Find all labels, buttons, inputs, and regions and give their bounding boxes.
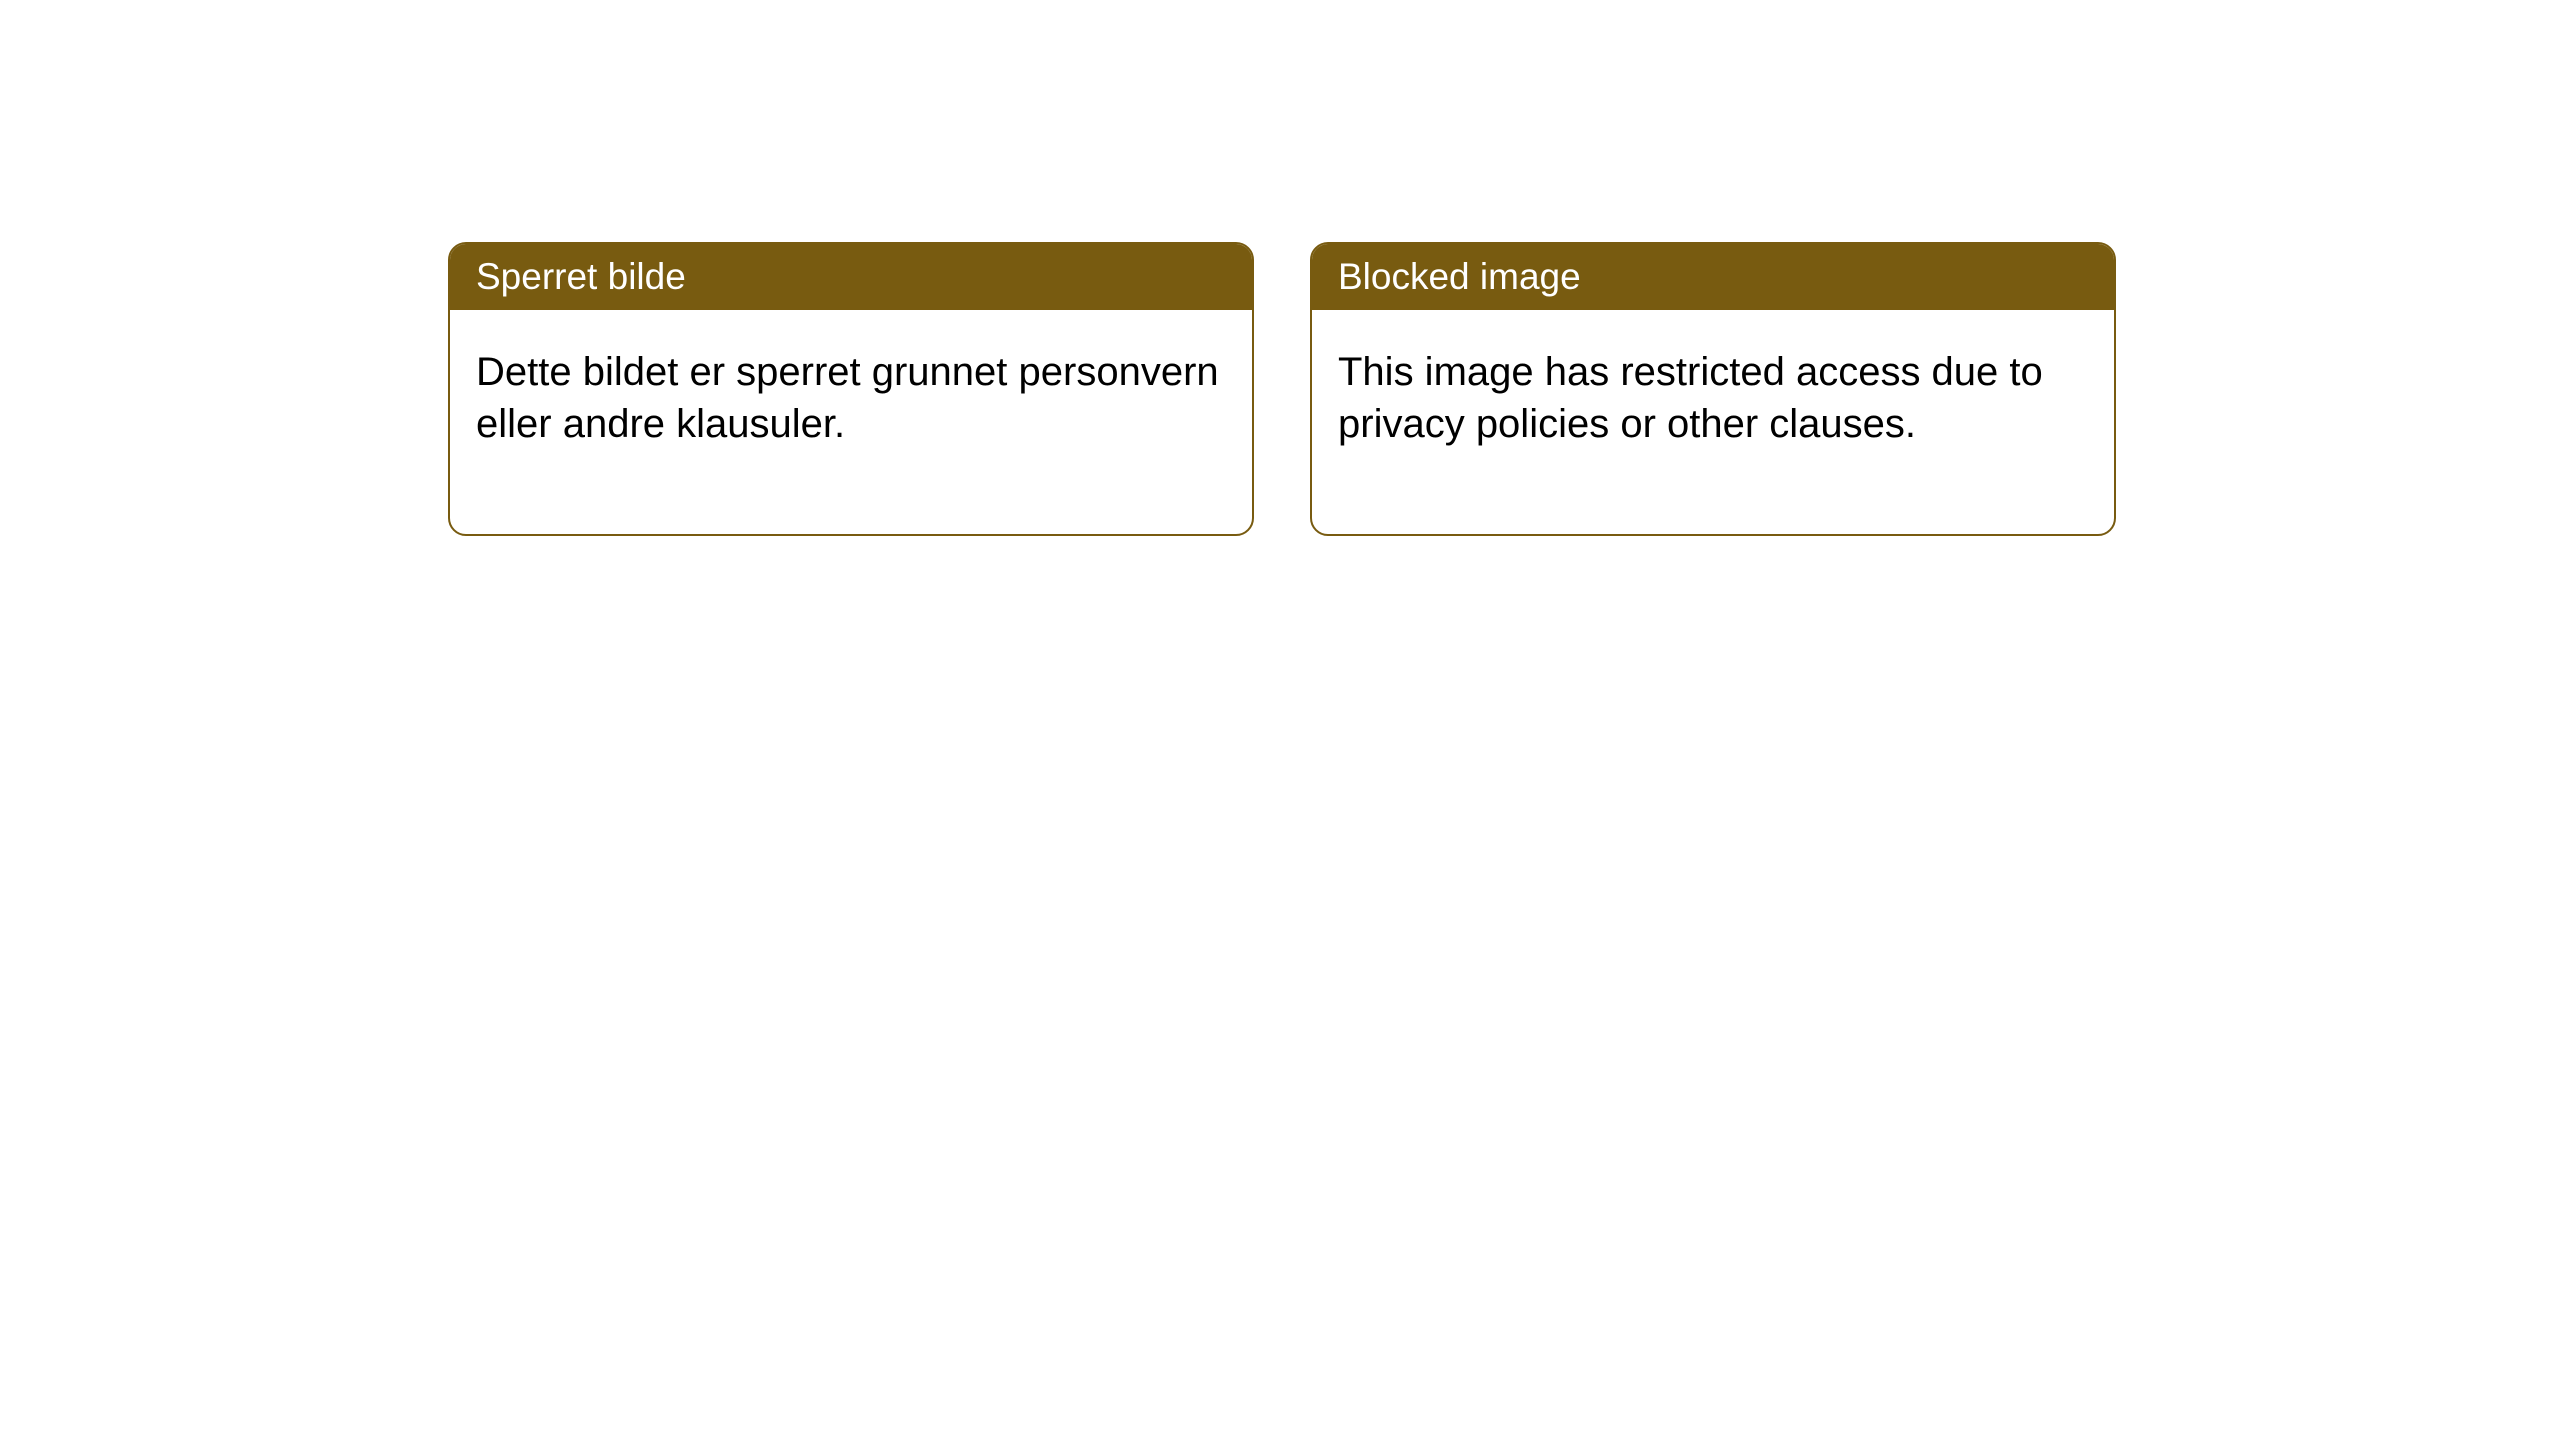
notice-card-norwegian: Sperret bilde Dette bildet er sperret gr… (448, 242, 1254, 536)
card-title: Sperret bilde (476, 256, 686, 297)
card-message: Dette bildet er sperret grunnet personve… (476, 350, 1219, 446)
notice-card-english: Blocked image This image has restricted … (1310, 242, 2116, 536)
card-message: This image has restricted access due to … (1338, 350, 2043, 446)
card-body-english: This image has restricted access due to … (1312, 310, 2114, 534)
card-title: Blocked image (1338, 256, 1581, 297)
card-body-norwegian: Dette bildet er sperret grunnet personve… (450, 310, 1252, 534)
card-header-english: Blocked image (1312, 244, 2114, 310)
card-header-norwegian: Sperret bilde (450, 244, 1252, 310)
notice-container: Sperret bilde Dette bildet er sperret gr… (0, 0, 2560, 536)
